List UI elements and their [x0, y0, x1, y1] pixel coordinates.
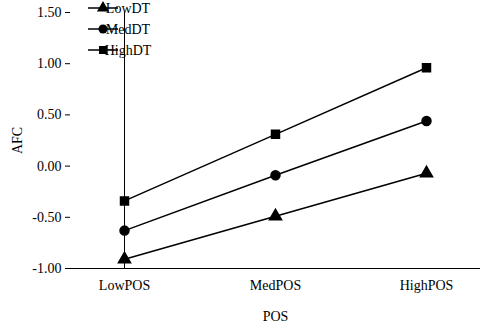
svg-text:0.00: 0.00 — [37, 159, 62, 174]
svg-text:HighPOS: HighPOS — [400, 278, 454, 293]
svg-text:0.50: 0.50 — [37, 107, 62, 122]
svg-text:1.00: 1.00 — [37, 56, 62, 71]
svg-text:MedPOS: MedPOS — [250, 278, 301, 293]
svg-text:LowDT: LowDT — [106, 1, 151, 16]
svg-text:-1.00: -1.00 — [32, 261, 61, 276]
svg-text:AFC: AFC — [10, 127, 25, 154]
svg-text:1.50: 1.50 — [37, 5, 62, 20]
svg-text:POS: POS — [263, 309, 289, 324]
svg-text:LowPOS: LowPOS — [99, 278, 150, 293]
svg-text:MedDT: MedDT — [106, 22, 151, 37]
svg-text:HighDT: HighDT — [105, 43, 152, 58]
svg-text:-0.50: -0.50 — [32, 210, 61, 225]
